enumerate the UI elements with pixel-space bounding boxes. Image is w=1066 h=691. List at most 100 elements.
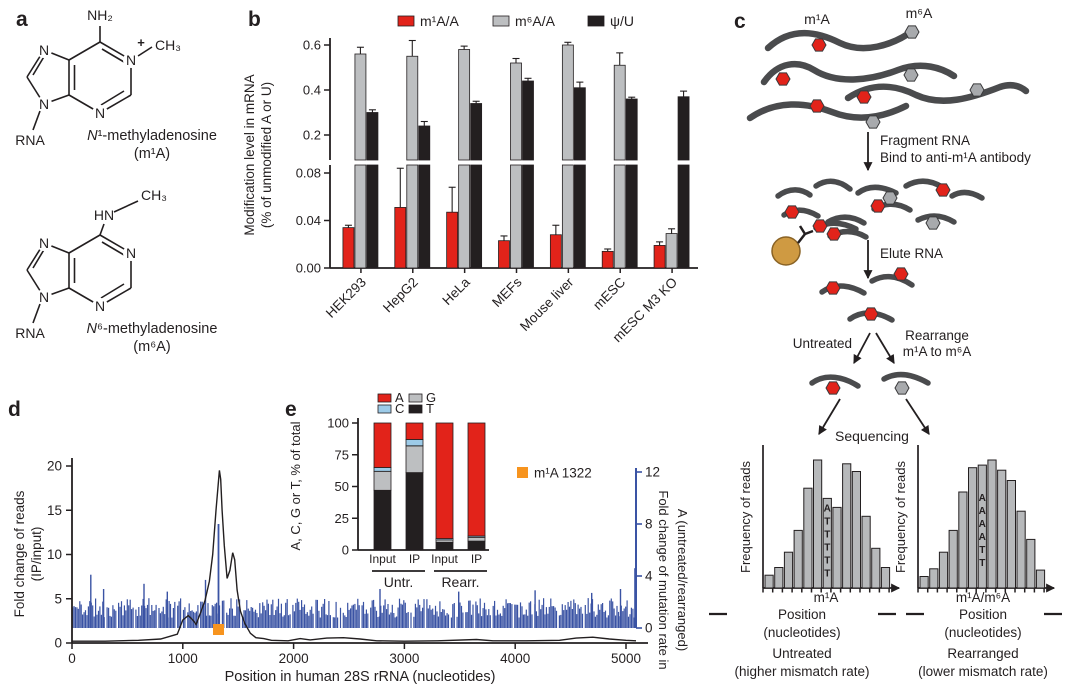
- mutation-bar: [80, 604, 82, 628]
- bar-label: IP: [471, 552, 482, 566]
- mutation-bar: [249, 610, 251, 628]
- mutation-bar: [178, 601, 180, 628]
- mismatch-letter: A: [979, 519, 986, 530]
- mutation-bar: [470, 614, 473, 628]
- mutation-bar: [502, 605, 504, 628]
- mutation-bar: [445, 615, 447, 628]
- legend-swatch: [397, 15, 415, 27]
- mutation-bar: [86, 615, 88, 628]
- antibody-y-icon: [797, 225, 814, 244]
- stacked-bar-segment: [405, 439, 424, 447]
- mutation-bar: [626, 600, 628, 628]
- mutation-bar: [535, 611, 537, 628]
- mutation-bar: [515, 604, 517, 628]
- mutation-bar: [568, 606, 571, 628]
- antibody-bead: [771, 225, 814, 266]
- mutation-bar: [443, 609, 445, 628]
- mutation-bar: [221, 600, 223, 628]
- mutation-bar: [554, 607, 556, 628]
- mutation-bar: [563, 610, 565, 628]
- mutation-bar: [573, 599, 575, 628]
- mutation-bar: [517, 604, 519, 628]
- mutation-bar: [208, 615, 210, 628]
- mutation-bar: [243, 610, 245, 628]
- mutation-bar: [309, 609, 311, 628]
- mutation-bar: [132, 607, 134, 628]
- mutation-bar: [627, 616, 630, 628]
- mutation-bar: [361, 605, 363, 628]
- mutation-bar: [74, 607, 76, 628]
- mutation-bar: [462, 612, 464, 628]
- mutation-bar: [100, 614, 102, 628]
- bar-label: Input: [431, 552, 458, 566]
- mismatch-letter: T: [824, 555, 830, 566]
- rna-strands: [746, 26, 1030, 122]
- legend-label: ψ/U: [610, 13, 634, 29]
- positive-charge: +: [137, 35, 145, 50]
- mutation-bar: [129, 599, 131, 628]
- mutation-bar: [321, 606, 323, 628]
- bar: [561, 164, 574, 269]
- mutation-bar: [303, 604, 306, 628]
- mismatch-letter: A: [979, 493, 986, 504]
- mutation-bar: [319, 617, 321, 628]
- mutation-bar: [229, 608, 231, 628]
- mutation-bar: [574, 603, 576, 628]
- mutation-bar: [306, 612, 308, 628]
- mutation-bar: [280, 603, 282, 628]
- mutation-bar: [295, 602, 297, 628]
- mutation-bar: [434, 605, 437, 628]
- mismatch-letter: A: [979, 506, 986, 517]
- mutation-bar: [387, 604, 389, 628]
- stacked-bar-segment: [467, 540, 486, 551]
- hist-bar: [842, 463, 852, 589]
- mutation-bar: [236, 599, 238, 628]
- methyl-group: CH₃: [141, 187, 167, 203]
- mutation-bar: [567, 602, 569, 628]
- mutation-bar: [324, 599, 326, 628]
- mismatch-letter: A: [824, 503, 831, 514]
- bar: [342, 227, 355, 269]
- mutation-bar: [169, 603, 172, 628]
- mutation-bar: [112, 605, 114, 628]
- mutation-bar: [118, 602, 120, 628]
- mutation-bar: [390, 612, 392, 628]
- atom-mask: [36, 42, 52, 58]
- mutation-bar: [272, 599, 274, 628]
- mutation-bar: [544, 614, 546, 628]
- ip-enrichment-line: [72, 470, 637, 642]
- hist-bar: [929, 568, 939, 589]
- mutation-bar: [407, 612, 409, 628]
- mutation-bar: [119, 606, 121, 628]
- mutation-bar: [447, 614, 450, 628]
- hist-bar: [987, 459, 997, 589]
- hist-bar: [832, 506, 842, 589]
- stacked-bar-segment: [467, 536, 486, 542]
- mutation-bar: [527, 615, 529, 628]
- step-sequencing-label: Sequencing: [835, 428, 909, 444]
- amine-group: HN: [94, 207, 114, 223]
- mutation-bar: [393, 613, 395, 628]
- mutation-bar: [254, 609, 257, 628]
- bar: [498, 240, 510, 269]
- mutation-bar: [358, 605, 360, 628]
- mutation-bar: [152, 610, 154, 628]
- mutation-bar: [342, 612, 344, 628]
- mutation-bar: [355, 609, 357, 628]
- mutation-bar: [131, 609, 133, 628]
- mutation-bar: [386, 609, 388, 628]
- mutation-bar: [432, 608, 434, 628]
- mutation-bar: [501, 615, 503, 628]
- mutation-bar: [97, 610, 100, 628]
- branch-rearrange-label-2: m¹A to m⁶A: [903, 344, 972, 359]
- mutation-bar: [168, 601, 170, 628]
- atom-mask: [36, 289, 52, 305]
- mutation-bar: [265, 610, 267, 628]
- left-tick-label: 20: [47, 459, 62, 474]
- mutation-bar: [83, 612, 85, 628]
- mutation-bar: [260, 613, 262, 628]
- d-left-axis-label: Fold change of reads: [12, 490, 27, 617]
- hist-bar: [851, 471, 862, 589]
- bar: [625, 98, 638, 161]
- mutation-bar: [180, 598, 182, 628]
